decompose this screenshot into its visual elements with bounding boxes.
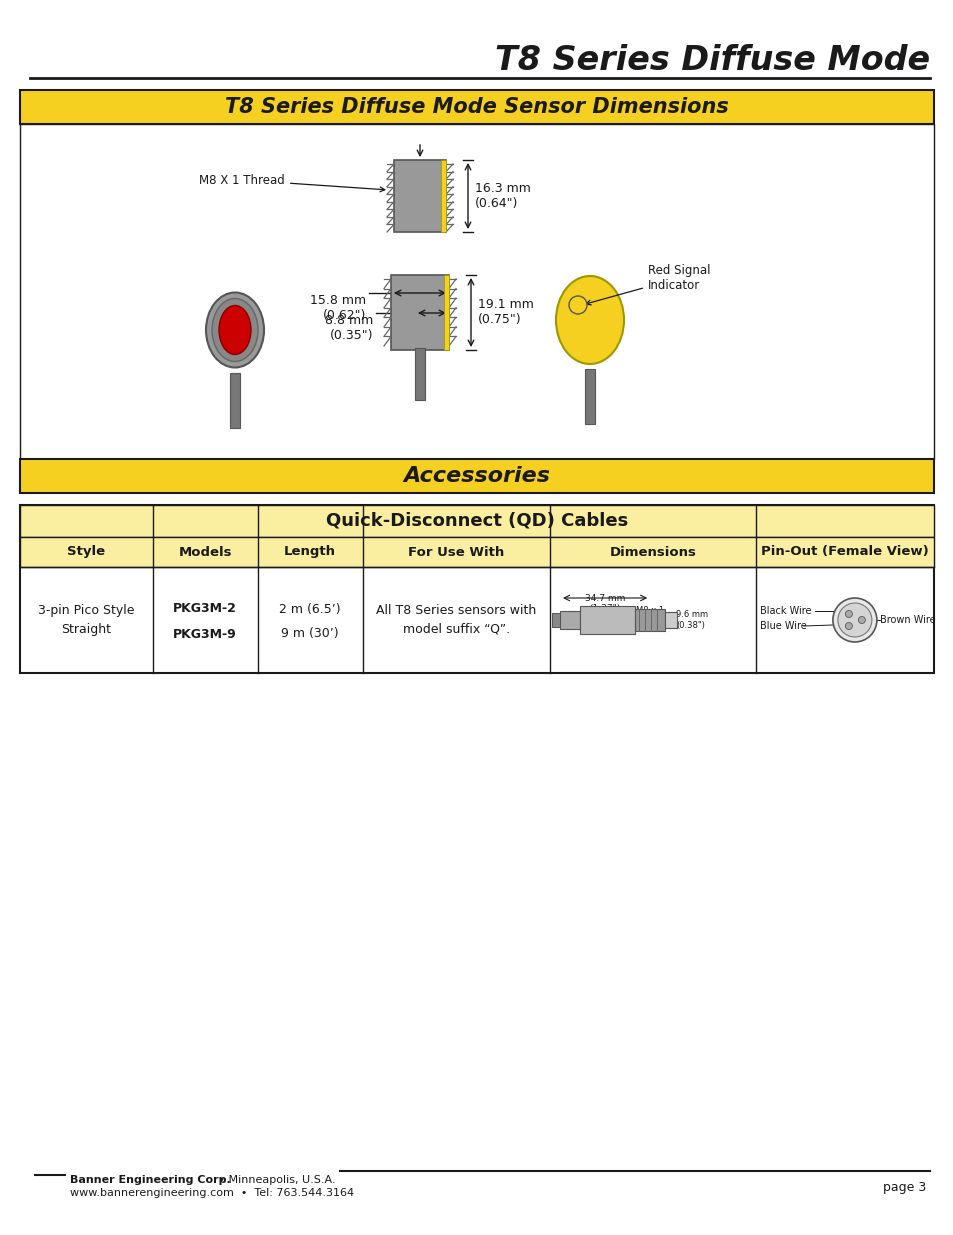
Text: • Minneapolis, U.S.A.: • Minneapolis, U.S.A. xyxy=(214,1174,335,1186)
Ellipse shape xyxy=(212,299,257,362)
Bar xyxy=(20,537,933,567)
Circle shape xyxy=(858,616,864,624)
Text: Dimensions: Dimensions xyxy=(609,546,696,558)
Ellipse shape xyxy=(556,275,623,364)
Text: 34.7 mm
(1.37"): 34.7 mm (1.37") xyxy=(584,594,624,614)
Text: PKG3M-9: PKG3M-9 xyxy=(173,627,236,641)
Bar xyxy=(440,161,446,232)
Text: Blue Wire: Blue Wire xyxy=(759,621,805,631)
Bar xyxy=(559,611,579,629)
Circle shape xyxy=(844,610,851,618)
Text: PKG3M-2: PKG3M-2 xyxy=(172,603,236,615)
Bar xyxy=(20,505,933,673)
Bar xyxy=(584,369,595,424)
Bar xyxy=(20,124,933,459)
Text: M8 x 1: M8 x 1 xyxy=(636,606,663,615)
Text: page 3: page 3 xyxy=(882,1181,925,1193)
Text: 9 m (30’): 9 m (30’) xyxy=(281,627,338,641)
Bar xyxy=(443,275,449,350)
Text: Banner Engineering Corp.: Banner Engineering Corp. xyxy=(70,1174,231,1186)
Bar xyxy=(664,613,677,629)
Text: Brown Wire: Brown Wire xyxy=(879,615,935,625)
Bar xyxy=(391,275,449,350)
Text: Pin-Out (Female View): Pin-Out (Female View) xyxy=(760,546,928,558)
Text: T8 Series Diffuse Mode: T8 Series Diffuse Mode xyxy=(495,43,929,77)
Text: 3-pin Pico Style
Straight: 3-pin Pico Style Straight xyxy=(38,604,134,636)
Text: www.bannerengineering.com  •  Tel: 763.544.3164: www.bannerengineering.com • Tel: 763.544… xyxy=(70,1188,354,1198)
Bar xyxy=(20,90,933,124)
Text: T8 Series Diffuse Mode Sensor Dimensions: T8 Series Diffuse Mode Sensor Dimensions xyxy=(225,98,728,117)
Text: Length: Length xyxy=(284,546,335,558)
Bar xyxy=(20,459,933,493)
Text: 2 m (6.5’): 2 m (6.5’) xyxy=(279,603,340,615)
Text: Models: Models xyxy=(178,546,232,558)
Text: Red Signal
Indicator: Red Signal Indicator xyxy=(585,264,710,305)
Text: 15.8 mm
(0.62"): 15.8 mm (0.62") xyxy=(310,294,366,322)
Text: M8 X 1 Thread: M8 X 1 Thread xyxy=(199,173,384,191)
Circle shape xyxy=(844,622,851,630)
Text: For Use With: For Use With xyxy=(408,546,504,558)
Text: 9.6 mm
(0.38"): 9.6 mm (0.38") xyxy=(676,610,707,630)
Bar xyxy=(415,348,424,400)
Bar xyxy=(552,613,559,627)
Text: 8.8 mm
(0.35"): 8.8 mm (0.35") xyxy=(324,314,373,342)
Text: 16.3 mm
(0.64"): 16.3 mm (0.64") xyxy=(475,182,530,210)
Ellipse shape xyxy=(206,293,264,368)
Text: 19.1 mm
(0.75"): 19.1 mm (0.75") xyxy=(477,299,534,326)
Text: Quick-Disconnect (QD) Cables: Quick-Disconnect (QD) Cables xyxy=(326,513,627,530)
Text: Accessories: Accessories xyxy=(403,466,550,487)
Circle shape xyxy=(568,296,586,314)
Bar xyxy=(20,505,933,537)
Bar xyxy=(579,606,635,634)
Text: Black Wire: Black Wire xyxy=(759,606,810,616)
Ellipse shape xyxy=(219,305,251,354)
Bar xyxy=(230,373,240,427)
Text: All T8 Series sensors with
model suffix “Q”.: All T8 Series sensors with model suffix … xyxy=(375,604,536,636)
Circle shape xyxy=(837,603,871,637)
Circle shape xyxy=(832,598,876,642)
Bar xyxy=(635,609,664,631)
Text: Style: Style xyxy=(67,546,105,558)
Bar xyxy=(394,161,446,232)
